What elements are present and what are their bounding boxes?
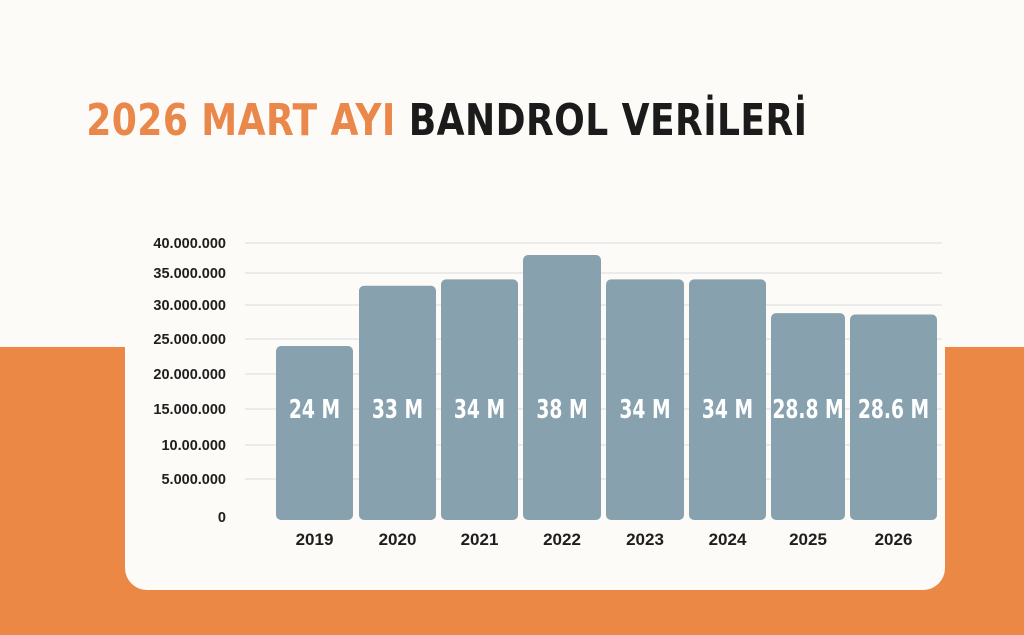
y-tick-label: 35.000.000 bbox=[153, 266, 226, 282]
x-tick-label: 2024 bbox=[709, 530, 747, 549]
x-tick-label: 2021 bbox=[461, 530, 499, 549]
x-tick-label: 2019 bbox=[296, 530, 334, 549]
bar bbox=[771, 313, 845, 520]
data-label: 24 M bbox=[289, 395, 340, 425]
bar bbox=[850, 314, 937, 520]
title-accent: 2026 MART AYI bbox=[86, 95, 396, 146]
data-label: 34 M bbox=[619, 395, 670, 425]
x-tick-label: 2023 bbox=[626, 530, 664, 549]
y-tick-label: 20.000.000 bbox=[153, 367, 226, 383]
data-label: 38 M bbox=[536, 395, 587, 425]
y-tick-label: 15.000.000 bbox=[153, 402, 226, 418]
y-tick-label: 10.00.000 bbox=[161, 438, 226, 454]
y-tick-label: 25.000.000 bbox=[153, 332, 226, 348]
y-tick-label: 0 bbox=[218, 510, 226, 526]
bar bbox=[689, 279, 766, 520]
data-label: 33 M bbox=[372, 395, 423, 425]
x-tick-label: 2026 bbox=[875, 530, 913, 549]
chart-title: 2026 MART AYI BANDROL VERİLERİ bbox=[0, 95, 894, 146]
y-tick-label: 5.000.000 bbox=[161, 472, 226, 488]
data-label: 28.8 M bbox=[772, 395, 843, 425]
data-label: 34 M bbox=[454, 395, 505, 425]
data-label: 28.6 M bbox=[858, 395, 929, 425]
y-tick-label: 40.000.000 bbox=[153, 236, 226, 252]
x-tick-label: 2025 bbox=[789, 530, 827, 549]
bar bbox=[441, 279, 518, 520]
data-label: 34 M bbox=[702, 395, 753, 425]
bar bbox=[523, 255, 601, 520]
title-main: BANDROL VERİLERİ bbox=[408, 95, 808, 146]
bar bbox=[276, 346, 353, 520]
bar bbox=[606, 279, 684, 520]
bar bbox=[359, 285, 436, 520]
x-tick-label: 2022 bbox=[543, 530, 581, 549]
y-tick-label: 30.000.000 bbox=[153, 298, 226, 314]
x-tick-label: 2020 bbox=[379, 530, 417, 549]
